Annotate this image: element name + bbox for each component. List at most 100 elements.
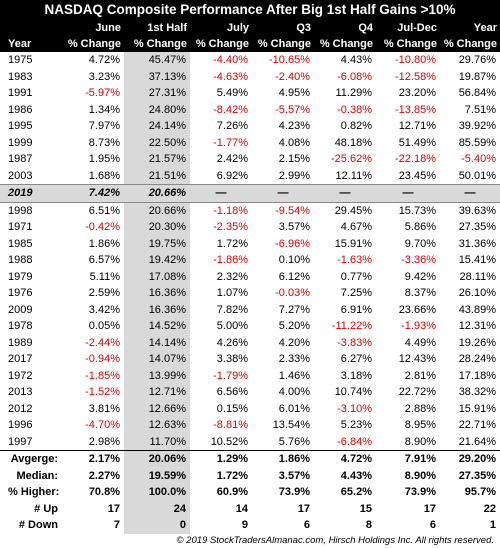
header-cell [0, 20, 62, 36]
table-cell: -3.36% [401, 254, 436, 266]
table-cell: 100.0% [124, 484, 190, 501]
table-cell: 50.01% [458, 169, 496, 182]
header-cell: % Change [314, 36, 376, 52]
table-cell: 4.49% [404, 336, 436, 349]
table-cell: -1.85% [85, 369, 120, 382]
row-label: 1999 [8, 136, 33, 149]
table-cell: 6.57% [88, 254, 120, 266]
table-cell: 1.72% [216, 469, 248, 482]
table-cell: 14.14% [124, 334, 190, 351]
table-cell: -10.65% [269, 54, 310, 66]
row-label: 1987 [8, 153, 33, 165]
row-label: 1985 [8, 237, 33, 250]
table-row: # Up 17 24 14 17 15 17 22 [0, 500, 500, 517]
table-cell: 20.06% [124, 450, 190, 468]
table-cell: -10.80% [395, 54, 436, 66]
footer: © 2019 StockTradersAlmanac.com, Hirsch H… [176, 534, 494, 546]
table-cell: 5.20% [278, 320, 310, 332]
table-cell: 13.54% [272, 419, 310, 431]
table-cell: 4.08% [278, 136, 310, 149]
table-cell: 1.46% [278, 369, 310, 382]
table-cell: 23.66% [398, 303, 436, 316]
table-cell: 4.43% [340, 54, 372, 66]
row-label: # Up [34, 502, 58, 515]
table-cell: 7.82% [216, 303, 248, 316]
table-cell: 2.27% [88, 469, 120, 482]
table-cell: 4.23% [278, 120, 310, 132]
table-row: 1985 1.86% 19.75% 1.72% -6.96% 15.91% 9.70% 31.… [0, 235, 500, 252]
table-cell: 7 [113, 519, 120, 531]
table-cell: 6 [303, 519, 310, 531]
table-cell: -0.03% [275, 287, 310, 299]
table-cell: 7.42% [62, 184, 124, 203]
table-cell: 3.38% [216, 353, 248, 365]
table-cell: 8 [365, 519, 372, 531]
table-cell: -2.44% [85, 336, 120, 349]
table-cell: 12.63% [124, 417, 190, 434]
row-label: Avgerge: [0, 450, 62, 468]
table-cell: 5.00% [216, 320, 248, 332]
table-cell: -25.62% [331, 153, 372, 165]
table-cell: 4.26% [216, 336, 248, 349]
table-cell: 28.24% [458, 353, 496, 365]
table-cell: 31.36% [458, 237, 496, 250]
table-cell: -0.42% [85, 221, 120, 233]
table-cell: -4.70% [85, 419, 120, 431]
table-cell: -12.58% [395, 70, 436, 83]
table-cell: -0.38% [337, 103, 372, 116]
table-cell: 23.45% [398, 169, 436, 182]
table-cell: 65.2% [340, 486, 372, 498]
table-cell: 17.18% [458, 369, 496, 382]
row-label: 1986 [8, 103, 33, 116]
table-row: Median: 2.27% 19.59% 1.72% 3.57% 4.43% 8.90% 27… [0, 467, 500, 484]
table-cell: 60.9% [216, 486, 248, 498]
header-row: Year% Change% Change% Change% Change% Ch… [0, 36, 500, 52]
table-cell: 23.20% [398, 87, 436, 99]
header-cell: Jul-Dec [376, 20, 440, 36]
table-cell: 0 [124, 517, 190, 534]
header-cell: June [62, 20, 124, 36]
table-cell: 0.10% [278, 254, 310, 266]
table-cell: 3.57% [278, 221, 310, 233]
table-cell: 12.66% [124, 400, 190, 417]
table-cell: — [252, 184, 314, 203]
header-cell: % Change [252, 36, 314, 52]
table-cell: 3.42% [88, 303, 120, 316]
row-label: 1996 [8, 419, 33, 431]
table-cell: -3.83% [337, 336, 372, 349]
table-cell: 17 [423, 502, 436, 515]
table-cell: 22.72% [398, 386, 436, 398]
table-header: June 1st Half July Q3 Q4 Jul-Dec Year Year% Cha… [0, 20, 500, 52]
table-row: 1987 1.95% 21.57% 2.42% 2.15% -25.62% -22.18% -… [0, 151, 500, 168]
header-cell: July [190, 20, 252, 36]
table-cell: 2.33% [278, 353, 310, 365]
table-cell: 4.72% [314, 450, 376, 468]
table-cell: 8.37% [404, 287, 436, 299]
row-label: 2017 [8, 353, 33, 365]
row-label: 1972 [8, 369, 33, 382]
table-cell: 5.76% [278, 435, 310, 448]
table-cell: — [440, 184, 500, 203]
table-cell: 13.99% [124, 367, 190, 384]
table-cell: 19.26% [458, 336, 496, 349]
table-cell: -6.08% [337, 70, 372, 83]
table-cell: 9.70% [404, 237, 436, 250]
table-cell: 4.43% [340, 469, 372, 482]
table-cell: 12.11% [335, 169, 373, 182]
table-cell: 38.32% [458, 386, 496, 398]
table-cell: 15 [359, 502, 372, 515]
row-label: 2019 [0, 184, 62, 203]
header-cell: % Change [124, 36, 190, 52]
table-cell: 28.11% [459, 270, 497, 283]
table-cell: 14 [235, 502, 248, 515]
table-body: 1975 4.72% 45.47% -4.40% -10.65% 4.43% -10.80%… [0, 52, 500, 534]
table-cell: 1.34% [88, 103, 120, 116]
table-row: 1988 6.57% 19.42% -1.86% 0.10% -1.63% -3.36% 15… [0, 252, 500, 269]
title: NASDAQ Composite Performance After Big 1… [0, 0, 500, 20]
row-label: 1988 [8, 254, 33, 266]
table-cell: 14.52% [124, 318, 190, 335]
row-label: 1979 [8, 270, 33, 283]
table-cell: 6.27% [340, 353, 372, 365]
table-cell: 20.66% [124, 202, 190, 219]
table-row: 2012 3.81% 12.66% 0.15% 6.01% -3.10% 2.88% 15.9… [0, 400, 500, 417]
